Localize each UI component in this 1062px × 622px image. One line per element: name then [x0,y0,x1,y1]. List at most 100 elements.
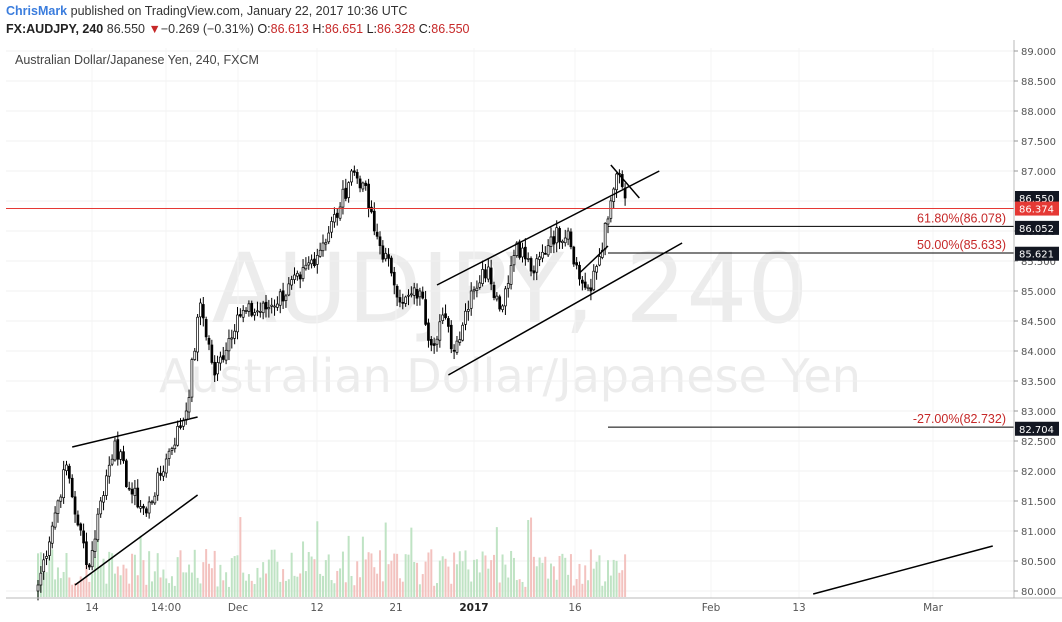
candle-body [224,349,228,361]
close-value: 86.550 [431,22,470,36]
volume-bar [48,553,51,597]
candle-body [583,281,587,288]
volume-bar [239,517,242,597]
volume-bar [99,565,102,597]
volume-bar [116,566,119,597]
candle-body [36,584,40,592]
volume-bar [527,520,530,597]
candle-body [461,324,464,341]
author-link[interactable]: ChrisMark [6,4,68,18]
candle-body [247,303,251,312]
volume-bar [564,557,567,597]
price-chart[interactable]: AUDJPY, 240 Australian Dollar/Japanese Y… [0,40,1062,622]
fib-level-label: 61.80%(86.078) [917,211,1006,225]
volume-bar [484,555,487,597]
candle-body [193,350,197,360]
watermark-name: Australian Dollar/Japanese Yen [159,349,861,403]
candle-body [65,464,68,472]
volume-bar [344,582,347,597]
candle-body [558,228,561,243]
candle-body [330,221,333,233]
candle-body [82,530,85,544]
candle-body [296,272,299,277]
candle-body [324,242,328,245]
volume-bar [233,556,236,597]
volume-bar [436,583,438,597]
volume-bar [621,570,624,597]
volume-bar [142,560,145,597]
x-tick-label: 14:00 [151,602,181,614]
volume-bar [612,559,615,597]
candle-body [87,564,91,568]
candle-body [150,501,154,504]
candle-body [221,355,225,360]
volume-bar [245,580,248,597]
candle-body [116,439,120,460]
volume-bar [441,556,444,597]
y-tick-label: 85.000 [1021,287,1056,298]
candle-body [85,541,88,565]
volume-bar [535,566,538,597]
price-axis-marker-label: 86.550 [1019,194,1054,205]
price-axis-background [1014,40,1062,622]
time-axis[interactable]: 14 14:00 Dec 12 21 2017 16 Feb 13 Mar [6,597,1062,614]
candle-body [435,338,439,345]
y-tick-label: 82.500 [1021,437,1056,448]
price-axis-marker-label: 86.374 [1019,205,1054,216]
volume-bar [453,552,456,597]
candle-body [364,182,368,186]
volume-bar [512,557,515,597]
candle-body [429,339,433,346]
candle-body [290,279,293,286]
volume-bar [165,578,168,597]
y-tick-label: 87.000 [1021,167,1056,178]
candle-body [230,337,234,340]
candle-body [543,252,547,255]
volume-bar [54,579,57,597]
candle-body [250,302,254,316]
volume-bar [569,554,572,597]
candle-body [144,508,148,514]
volume-bar [618,572,621,597]
price-axis[interactable]: 80.000 80.500 81.000 81.500 82.000 82.500 83.0… [1013,40,1062,622]
volume-bar [293,575,296,597]
volume-bar [322,575,324,597]
volume-bar [581,583,584,597]
candle-body [486,266,490,280]
volume-bar [133,554,136,597]
candle-body [153,495,157,504]
fib-level-label: -27.00%(82.732) [913,412,1006,426]
volume-bar [170,576,173,597]
candle-body [424,299,427,325]
candle-body [281,290,285,302]
volume-bar [162,569,165,597]
candle-body [489,267,493,285]
volume-bar [555,579,558,597]
y-tick-label: 83.000 [1021,407,1056,418]
candle-body [107,464,111,477]
volume-bar [430,549,433,597]
volume-bars [37,517,627,597]
candle-body [102,495,105,503]
x-tick-label: 16 [568,602,582,614]
candle-body [458,339,462,343]
volume-bar [176,557,179,597]
volume-bar [213,550,216,597]
candle-body [438,321,442,341]
volume-bar [530,517,533,597]
volume-bar [208,563,210,597]
volume-bar [592,568,595,597]
candle-body [561,240,564,243]
price-axis-marker [1015,421,1059,436]
y-tick-label: 89.000 [1021,47,1056,58]
candle-body [278,291,282,306]
candle-body [244,310,248,312]
candle-body [307,262,311,266]
candle-body [372,210,376,232]
x-tick-label: 13 [792,602,805,614]
volume-bar [396,553,399,597]
candle-body [79,523,83,531]
volume-bar [259,577,262,597]
volume-bar [219,564,222,597]
candle-body [598,256,601,266]
